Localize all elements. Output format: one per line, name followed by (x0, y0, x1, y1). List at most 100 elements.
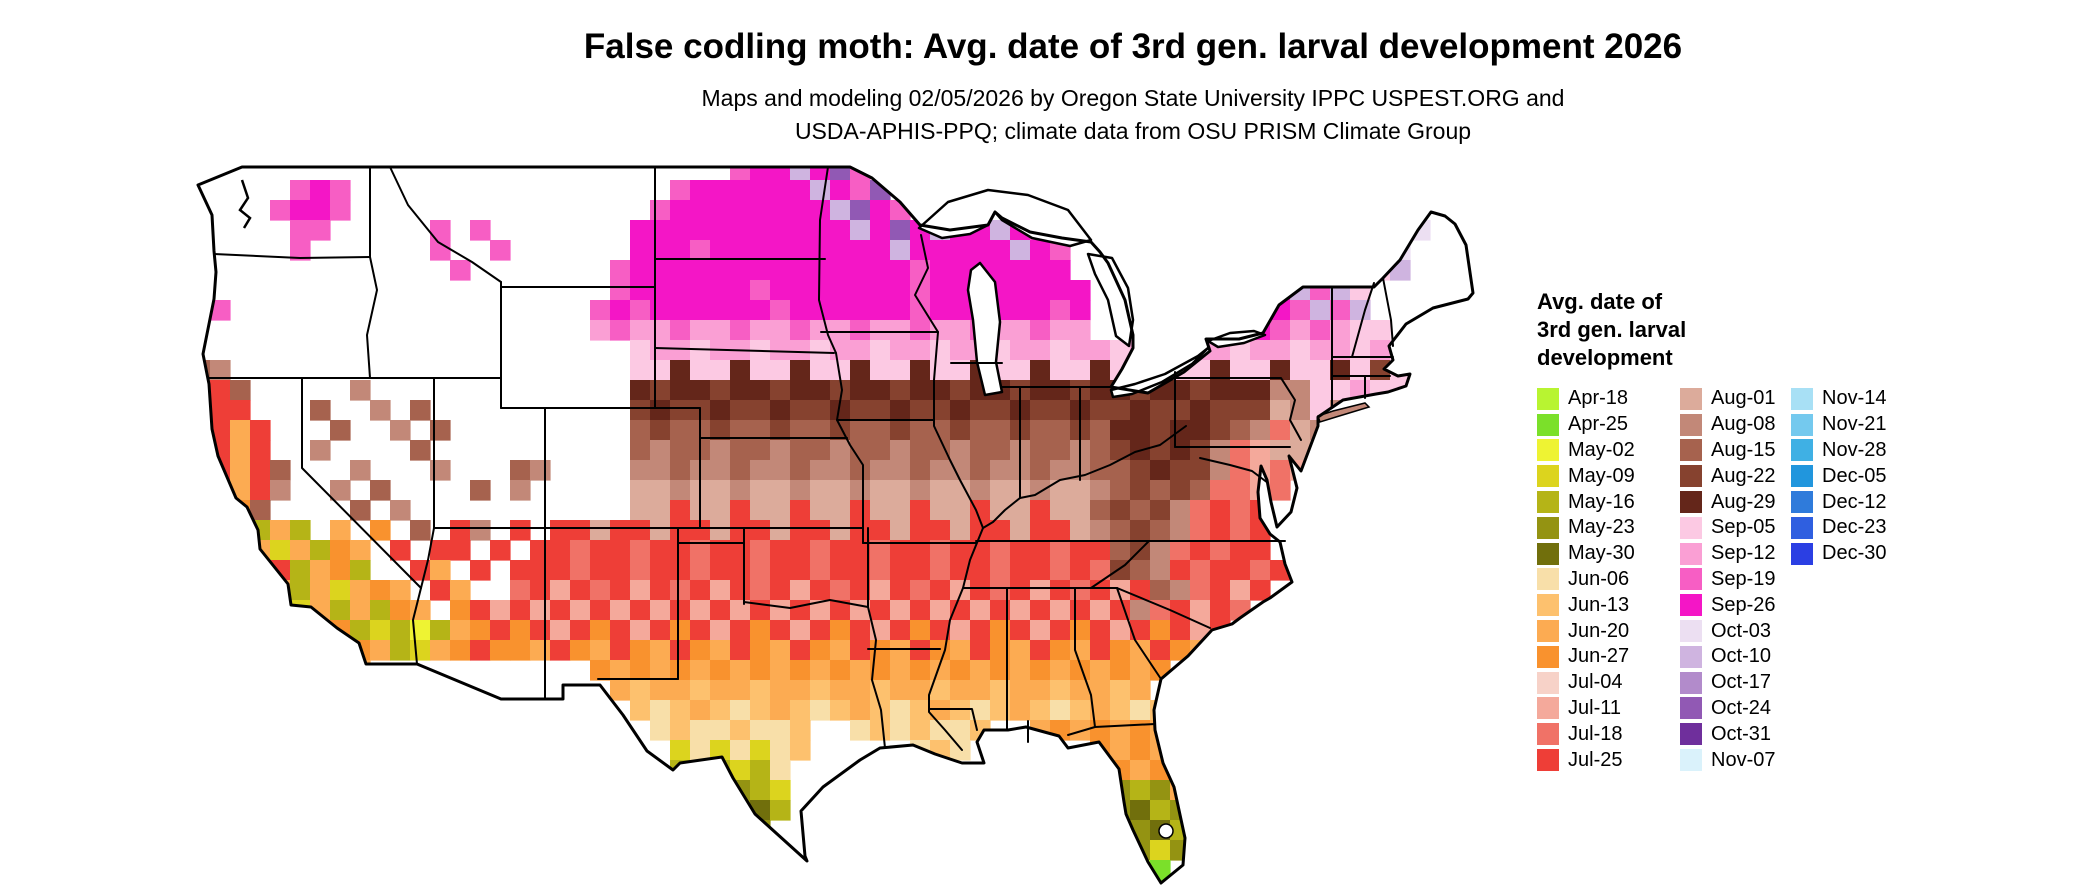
legend-label: Aug-29 (1711, 490, 1776, 513)
legend-entry: May-02 (1537, 438, 1635, 464)
legend-label: Aug-15 (1711, 438, 1776, 461)
us-map (196, 165, 1475, 885)
legend-column: Apr-18 Apr-25 May-02 May-09 May-16 May-23 May-… (1537, 386, 1635, 773)
legend-entry: Oct-24 (1680, 696, 1776, 722)
legend-entry: Aug-29 (1680, 489, 1776, 515)
legend-entry: Oct-10 (1680, 644, 1776, 670)
legend-entry: Sep-26 (1680, 592, 1776, 618)
legend-entry: Jul-11 (1537, 696, 1635, 722)
legend-label: Jun-27 (1568, 645, 1630, 668)
lake-okeechobee (1158, 823, 1174, 839)
legend-label: Nov-21 (1822, 413, 1887, 436)
legend-entry: Jun-13 (1537, 592, 1635, 618)
legend-entry: Nov-07 (1680, 747, 1776, 773)
legend-swatch (1680, 723, 1702, 746)
us-outline (196, 165, 1475, 885)
legend-label: May-09 (1568, 464, 1635, 487)
legend-swatch (1537, 723, 1559, 746)
legend-label: Sep-19 (1711, 567, 1776, 590)
legend-entry: Sep-12 (1680, 541, 1776, 567)
subtitle-line-2: USDA-APHIS-PPQ; climate data from OSU PR… (794, 118, 1472, 144)
legend-swatch (1680, 491, 1702, 514)
legend-swatch (1791, 387, 1813, 410)
legend-swatch (1680, 387, 1702, 410)
legend-swatch (1537, 491, 1559, 514)
legend-swatch (1537, 568, 1559, 591)
lake-huron (1086, 252, 1135, 348)
legend-label: Oct-24 (1711, 696, 1772, 719)
legend-entry: Sep-19 (1680, 567, 1776, 593)
legend-swatch (1680, 516, 1702, 539)
legend-label: Sep-12 (1711, 542, 1776, 565)
legend-entry: May-23 (1537, 515, 1635, 541)
legend-entry: Nov-21 (1791, 412, 1886, 438)
puget-sound (238, 179, 252, 229)
legend-label: Dec-05 (1822, 464, 1887, 487)
legend-entry: Jun-27 (1537, 644, 1635, 670)
legend-swatch (1791, 542, 1813, 565)
legend-entry: Oct-03 (1680, 618, 1776, 644)
legend-swatch (1680, 542, 1702, 565)
legend-label: Sep-05 (1711, 516, 1776, 539)
legend-entry: Nov-28 (1791, 438, 1886, 464)
long-island (1317, 402, 1371, 423)
legend-swatch (1680, 749, 1702, 772)
legend-title-line-1: Avg. date of (1537, 289, 1663, 314)
legend-swatch (1537, 465, 1559, 488)
legend-swatch (1791, 465, 1813, 488)
legend-swatch (1537, 671, 1559, 694)
legend-entry: Aug-01 (1680, 386, 1776, 412)
legend-entry: Sep-05 (1680, 515, 1776, 541)
legend-swatch (1537, 697, 1559, 720)
legend-entry: May-16 (1537, 489, 1635, 515)
legend-entry: Jul-18 (1537, 721, 1635, 747)
legend-entry: Aug-08 (1680, 412, 1776, 438)
legend-entry: May-09 (1537, 463, 1635, 489)
legend-label: Oct-17 (1711, 671, 1772, 694)
legend-entry: Dec-05 (1791, 463, 1886, 489)
legend-column: Nov-14 Nov-21 Nov-28 Dec-05 Dec-12 Dec-23 Dec-… (1791, 386, 1886, 567)
legend-entry: Aug-15 (1680, 438, 1776, 464)
legend-label: Jul-18 (1568, 722, 1623, 745)
legend-title-line-3: development (1537, 345, 1673, 370)
legend-label: May-16 (1568, 490, 1635, 513)
legend-label: May-30 (1568, 542, 1635, 565)
legend-swatch (1537, 542, 1559, 565)
legend-swatch (1537, 620, 1559, 643)
legend-entry: Nov-14 (1791, 386, 1886, 412)
lake-erie (1109, 346, 1210, 399)
legend-label: Apr-18 (1568, 387, 1629, 410)
legend-swatch (1680, 645, 1702, 668)
legend-swatch (1680, 465, 1702, 488)
legend-label: Oct-10 (1711, 645, 1772, 668)
figure-title: False codling moth: Avg. date of 3rd gen… (583, 27, 1683, 66)
state-borders (208, 166, 1394, 751)
legend-label: Sep-26 (1711, 593, 1776, 616)
legend-entry: Jun-20 (1537, 618, 1635, 644)
legend-swatch (1680, 671, 1702, 694)
legend-entry: Dec-23 (1791, 515, 1886, 541)
legend-label: May-23 (1568, 516, 1635, 539)
legend-swatch (1791, 439, 1813, 462)
legend-label: May-02 (1568, 438, 1635, 461)
legend-label: Dec-30 (1822, 542, 1887, 565)
legend-entry: Dec-30 (1791, 541, 1886, 567)
legend-entry: Dec-12 (1791, 489, 1886, 515)
legend-label: Dec-12 (1822, 490, 1887, 513)
legend-label: Jul-11 (1568, 696, 1621, 719)
legend-label: Apr-25 (1568, 413, 1629, 436)
legend-label: Aug-01 (1711, 387, 1776, 410)
legend-label: Jun-20 (1568, 619, 1630, 642)
legend-entry: Jul-25 (1537, 747, 1635, 773)
legend-swatch (1680, 439, 1702, 462)
legend-label: Jun-06 (1568, 567, 1630, 590)
legend-entry: Oct-17 (1680, 670, 1776, 696)
legend-label: Jul-25 (1568, 748, 1623, 771)
legend-swatch (1791, 516, 1813, 539)
legend-swatch (1537, 516, 1559, 539)
legend-swatch (1680, 413, 1702, 436)
subtitle-line-1: Maps and modeling 02/05/2026 by Oregon S… (701, 85, 1565, 111)
legend-entry: Apr-25 (1537, 412, 1635, 438)
legend-swatch (1537, 594, 1559, 617)
